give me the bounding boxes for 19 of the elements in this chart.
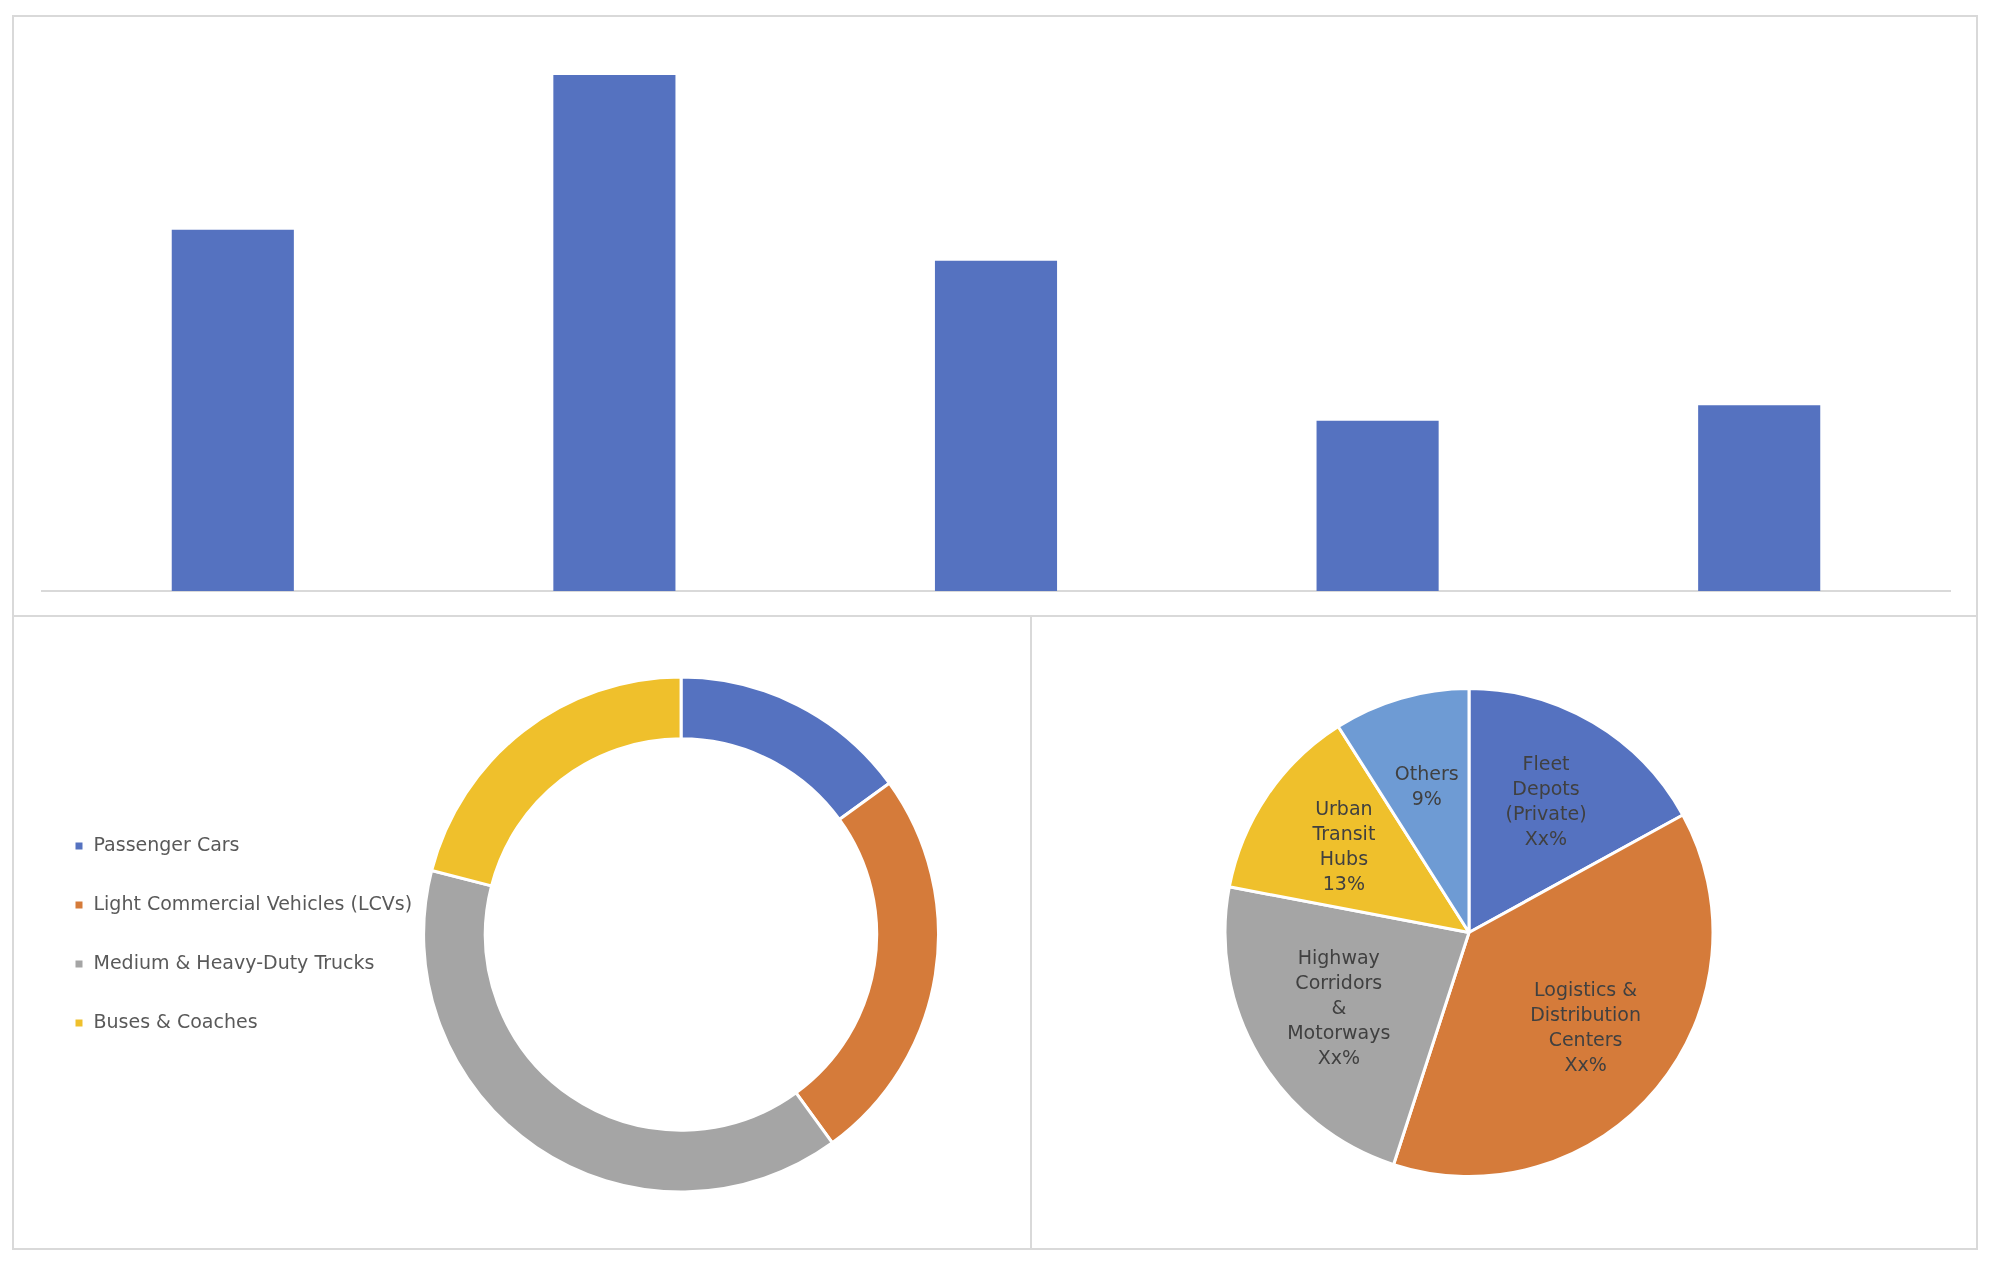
data-label: Xx%: [1317, 1046, 1360, 1069]
legend-label: Passenger Cars: [93, 832, 240, 855]
bar: [934, 260, 1058, 591]
data-label: 13%: [1322, 871, 1365, 894]
legend-label: Medium & Heavy-Duty Trucks: [93, 950, 375, 973]
slice-label: Highway Corridors & Motorways: [1287, 946, 1391, 1044]
bar: [1698, 405, 1821, 591]
data-label: 9%: [1411, 786, 1442, 809]
bar: [171, 229, 294, 591]
legend-label: Buses & Coaches: [93, 1009, 258, 1032]
data-label: Xx%: [1524, 826, 1568, 849]
legend-label: Light Commercial Vehicles (LCVs): [93, 891, 413, 914]
slice-label: Others: [1394, 761, 1459, 784]
slice-label: Urban Transit Hubs: [1311, 796, 1376, 869]
bar: [1316, 420, 1439, 591]
slice-label: Fleet Depots (Private): [1505, 751, 1587, 824]
data-label: Xx%: [1564, 1053, 1607, 1076]
slice-label: Logistics & Distribution Centers: [1530, 978, 1641, 1051]
bar: [553, 75, 676, 591]
